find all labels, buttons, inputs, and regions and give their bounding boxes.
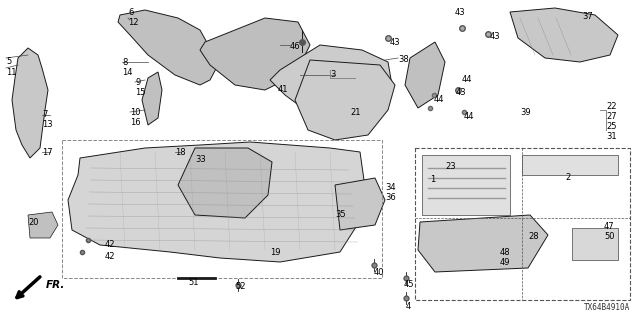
Text: 4: 4 [406,302,412,311]
Text: 16: 16 [130,118,141,127]
Text: 28: 28 [528,232,539,241]
Text: 47: 47 [604,222,614,231]
Text: 45: 45 [404,280,415,289]
Polygon shape [270,45,392,115]
Polygon shape [510,8,618,62]
Bar [62,140,382,278]
Bar [415,148,630,300]
Text: 23: 23 [445,162,456,171]
Text: 12: 12 [128,18,138,27]
Text: 9: 9 [135,78,140,87]
Text: 6: 6 [128,8,133,17]
Text: TX64B4910A: TX64B4910A [584,303,630,312]
Text: 31: 31 [606,132,616,141]
Text: 39: 39 [520,108,531,117]
Text: 34: 34 [385,183,396,192]
Text: 22: 22 [606,102,616,111]
Text: 21: 21 [350,108,360,117]
Text: 44: 44 [464,112,474,121]
Text: 37: 37 [582,12,593,21]
Text: 35: 35 [335,210,346,219]
Polygon shape [522,155,618,175]
Text: 20: 20 [28,218,38,227]
Polygon shape [295,60,395,140]
Polygon shape [572,228,618,260]
Text: 38: 38 [398,55,409,64]
Text: 17: 17 [42,148,52,157]
Polygon shape [28,212,58,238]
Text: 7: 7 [42,110,47,119]
Polygon shape [200,18,310,90]
Polygon shape [118,10,218,85]
Text: 44: 44 [462,75,472,84]
Text: 3: 3 [330,70,335,79]
Text: 41: 41 [278,85,289,94]
Polygon shape [405,42,445,108]
Polygon shape [12,48,48,158]
Text: FR.: FR. [46,280,65,290]
Polygon shape [418,215,548,272]
Text: 10: 10 [130,108,141,117]
Text: 1: 1 [430,175,435,184]
Text: 19: 19 [270,248,280,257]
Text: 42: 42 [105,252,115,261]
Polygon shape [178,148,272,218]
Text: 42: 42 [105,240,115,249]
Text: 43: 43 [455,8,466,17]
Text: 40: 40 [374,268,385,277]
Text: 52: 52 [235,282,246,291]
Text: 46: 46 [290,42,301,51]
Text: 14: 14 [122,68,132,77]
Text: 8: 8 [122,58,127,67]
Polygon shape [68,142,368,262]
Text: 2: 2 [565,173,570,182]
Text: 48: 48 [500,248,511,257]
Text: 44: 44 [434,95,445,104]
Polygon shape [142,72,162,125]
Polygon shape [422,155,510,215]
Text: 33: 33 [195,155,205,164]
Text: 51: 51 [188,278,198,287]
Text: 5: 5 [6,57,12,66]
Text: 49: 49 [500,258,511,267]
Text: 36: 36 [385,193,396,202]
Text: 13: 13 [42,120,52,129]
Polygon shape [335,178,385,230]
Text: 27: 27 [606,112,616,121]
Text: 43: 43 [490,32,500,41]
Text: 18: 18 [175,148,186,157]
Text: 11: 11 [6,68,17,77]
Text: 43: 43 [390,38,401,47]
Text: 15: 15 [135,88,145,97]
Text: 25: 25 [606,122,616,131]
Text: 43: 43 [456,88,467,97]
Text: 50: 50 [604,232,614,241]
